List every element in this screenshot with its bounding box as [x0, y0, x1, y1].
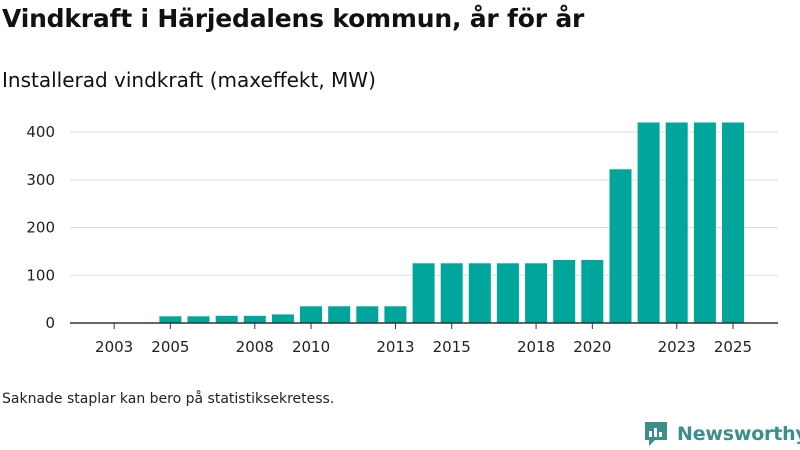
footnote: Saknade staplar kan bero på statistiksek… [2, 391, 335, 407]
bar-2024 [693, 122, 716, 323]
bar-2015 [440, 263, 463, 323]
chart-title: Vindkraft i Härjedalens kommun, år för å… [2, 4, 585, 33]
chart-subtitle: Installerad vindkraft (maxeffekt, MW) [2, 68, 376, 92]
bar-2014 [412, 263, 435, 323]
x-tick-label-2025: 2025 [714, 338, 752, 356]
bar-2025 [722, 122, 744, 323]
y-tick-label-0: 0 [45, 314, 55, 332]
x-tick-label-2013: 2013 [376, 338, 414, 356]
bar-2006 [187, 316, 210, 323]
bar-2008 [243, 315, 266, 323]
x-tick-label-2003: 2003 [95, 338, 133, 356]
bar-2013 [384, 306, 407, 323]
y-tick-label-300: 300 [26, 171, 55, 189]
bar-2005 [159, 316, 182, 323]
x-tick-label-2010: 2010 [292, 338, 330, 356]
bar-2011 [328, 306, 351, 323]
brand-logo: Newsworthy [643, 420, 800, 448]
x-tick-label-2020: 2020 [573, 338, 611, 356]
x-tick-label-2023: 2023 [658, 338, 696, 356]
y-tick-label-200: 200 [26, 219, 55, 237]
brand-name: Newsworthy [677, 423, 800, 445]
bar-2021 [609, 169, 632, 323]
bar-2019 [553, 260, 576, 323]
bar-2010 [300, 306, 322, 323]
bar-2016 [468, 263, 491, 323]
bar-2017 [496, 263, 519, 323]
bar-2023 [665, 122, 688, 323]
x-tick-label-2015: 2015 [433, 338, 471, 356]
bar-2018 [525, 263, 548, 323]
bar-2012 [356, 306, 379, 323]
x-tick-label-2005: 2005 [151, 338, 189, 356]
bar-2007 [215, 315, 238, 323]
x-tick-label-2008: 2008 [236, 338, 274, 356]
x-tick-label-2018: 2018 [517, 338, 555, 356]
y-tick-label-100: 100 [26, 266, 55, 284]
y-tick-label-400: 400 [26, 123, 55, 141]
bar-2020 [581, 260, 604, 323]
newsworthy-logo-icon [645, 422, 667, 446]
bar-2022 [637, 122, 660, 323]
bar-2009 [271, 314, 294, 323]
